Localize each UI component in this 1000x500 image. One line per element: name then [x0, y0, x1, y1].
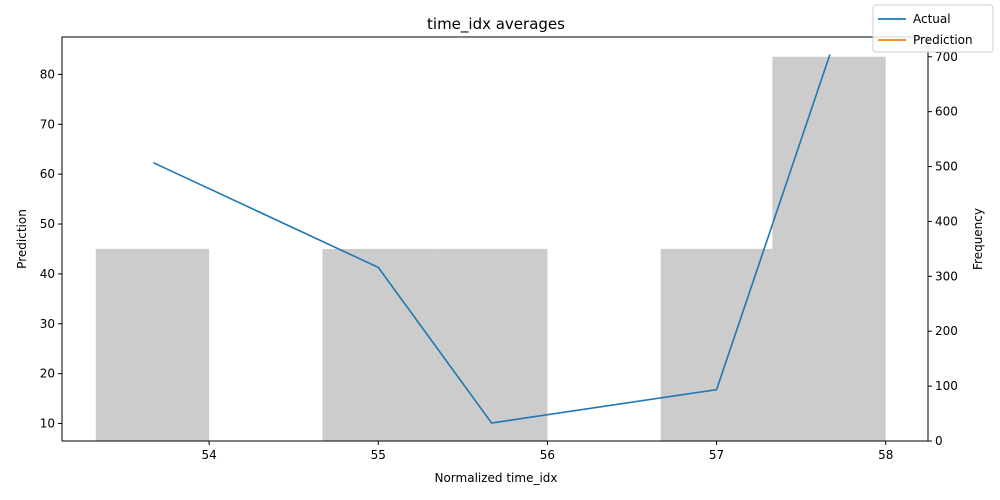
- right-y-tick-label: 400: [935, 214, 958, 228]
- histogram-bar: [660, 248, 773, 441]
- legend-label: Prediction: [913, 33, 973, 47]
- x-tick-label: 57: [709, 448, 724, 462]
- histogram-bar: [434, 248, 548, 441]
- x-tick-label: 58: [878, 448, 893, 462]
- right-y-tick-label: 300: [935, 269, 958, 283]
- right-y-tick-label: 0: [935, 434, 943, 448]
- left-y-axis-label: Prediction: [15, 209, 29, 269]
- left-y-tick-label: 40: [40, 267, 55, 281]
- left-y-tick-label: 60: [40, 167, 55, 181]
- left-y-tick-label: 70: [40, 117, 55, 131]
- x-axis-ticks: 54 55 56 57 58: [202, 441, 893, 462]
- right-y-tick-label: 600: [935, 105, 958, 119]
- histogram-bars: [95, 56, 886, 442]
- histogram-bar: [322, 248, 435, 441]
- right-y-tick-label: 700: [935, 50, 958, 64]
- left-y-axis-ticks: 10 20 30 40 50 60 70 80: [40, 67, 62, 431]
- x-axis-label: Normalized time_idx: [434, 471, 557, 485]
- left-y-tick-label: 80: [40, 67, 55, 81]
- right-y-tick-label: 100: [935, 379, 958, 393]
- legend-label: Actual: [913, 12, 951, 26]
- left-y-tick-label: 50: [40, 217, 55, 231]
- right-y-axis-label: Frequency: [971, 208, 985, 270]
- left-y-tick-label: 20: [40, 367, 55, 381]
- left-y-tick-label: 10: [40, 417, 55, 431]
- plot-frame: [61, 36, 929, 442]
- series-line-actual: [152, 54, 831, 424]
- legend: Actual Prediction: [872, 4, 994, 53]
- right-y-tick-label: 200: [935, 324, 958, 338]
- x-tick-label: 56: [540, 448, 555, 462]
- x-tick-label: 54: [202, 448, 217, 462]
- right-y-axis-ticks: 0 100 200 300 400 500 600 700: [928, 50, 958, 448]
- left-y-tick-label: 30: [40, 317, 55, 331]
- x-tick-label: 55: [371, 448, 386, 462]
- histogram-bar: [772, 56, 886, 442]
- line-series: [152, 54, 831, 424]
- right-y-tick-label: 500: [935, 160, 958, 174]
- chart-title: time_idx averages: [427, 15, 565, 34]
- histogram-bar: [95, 248, 210, 441]
